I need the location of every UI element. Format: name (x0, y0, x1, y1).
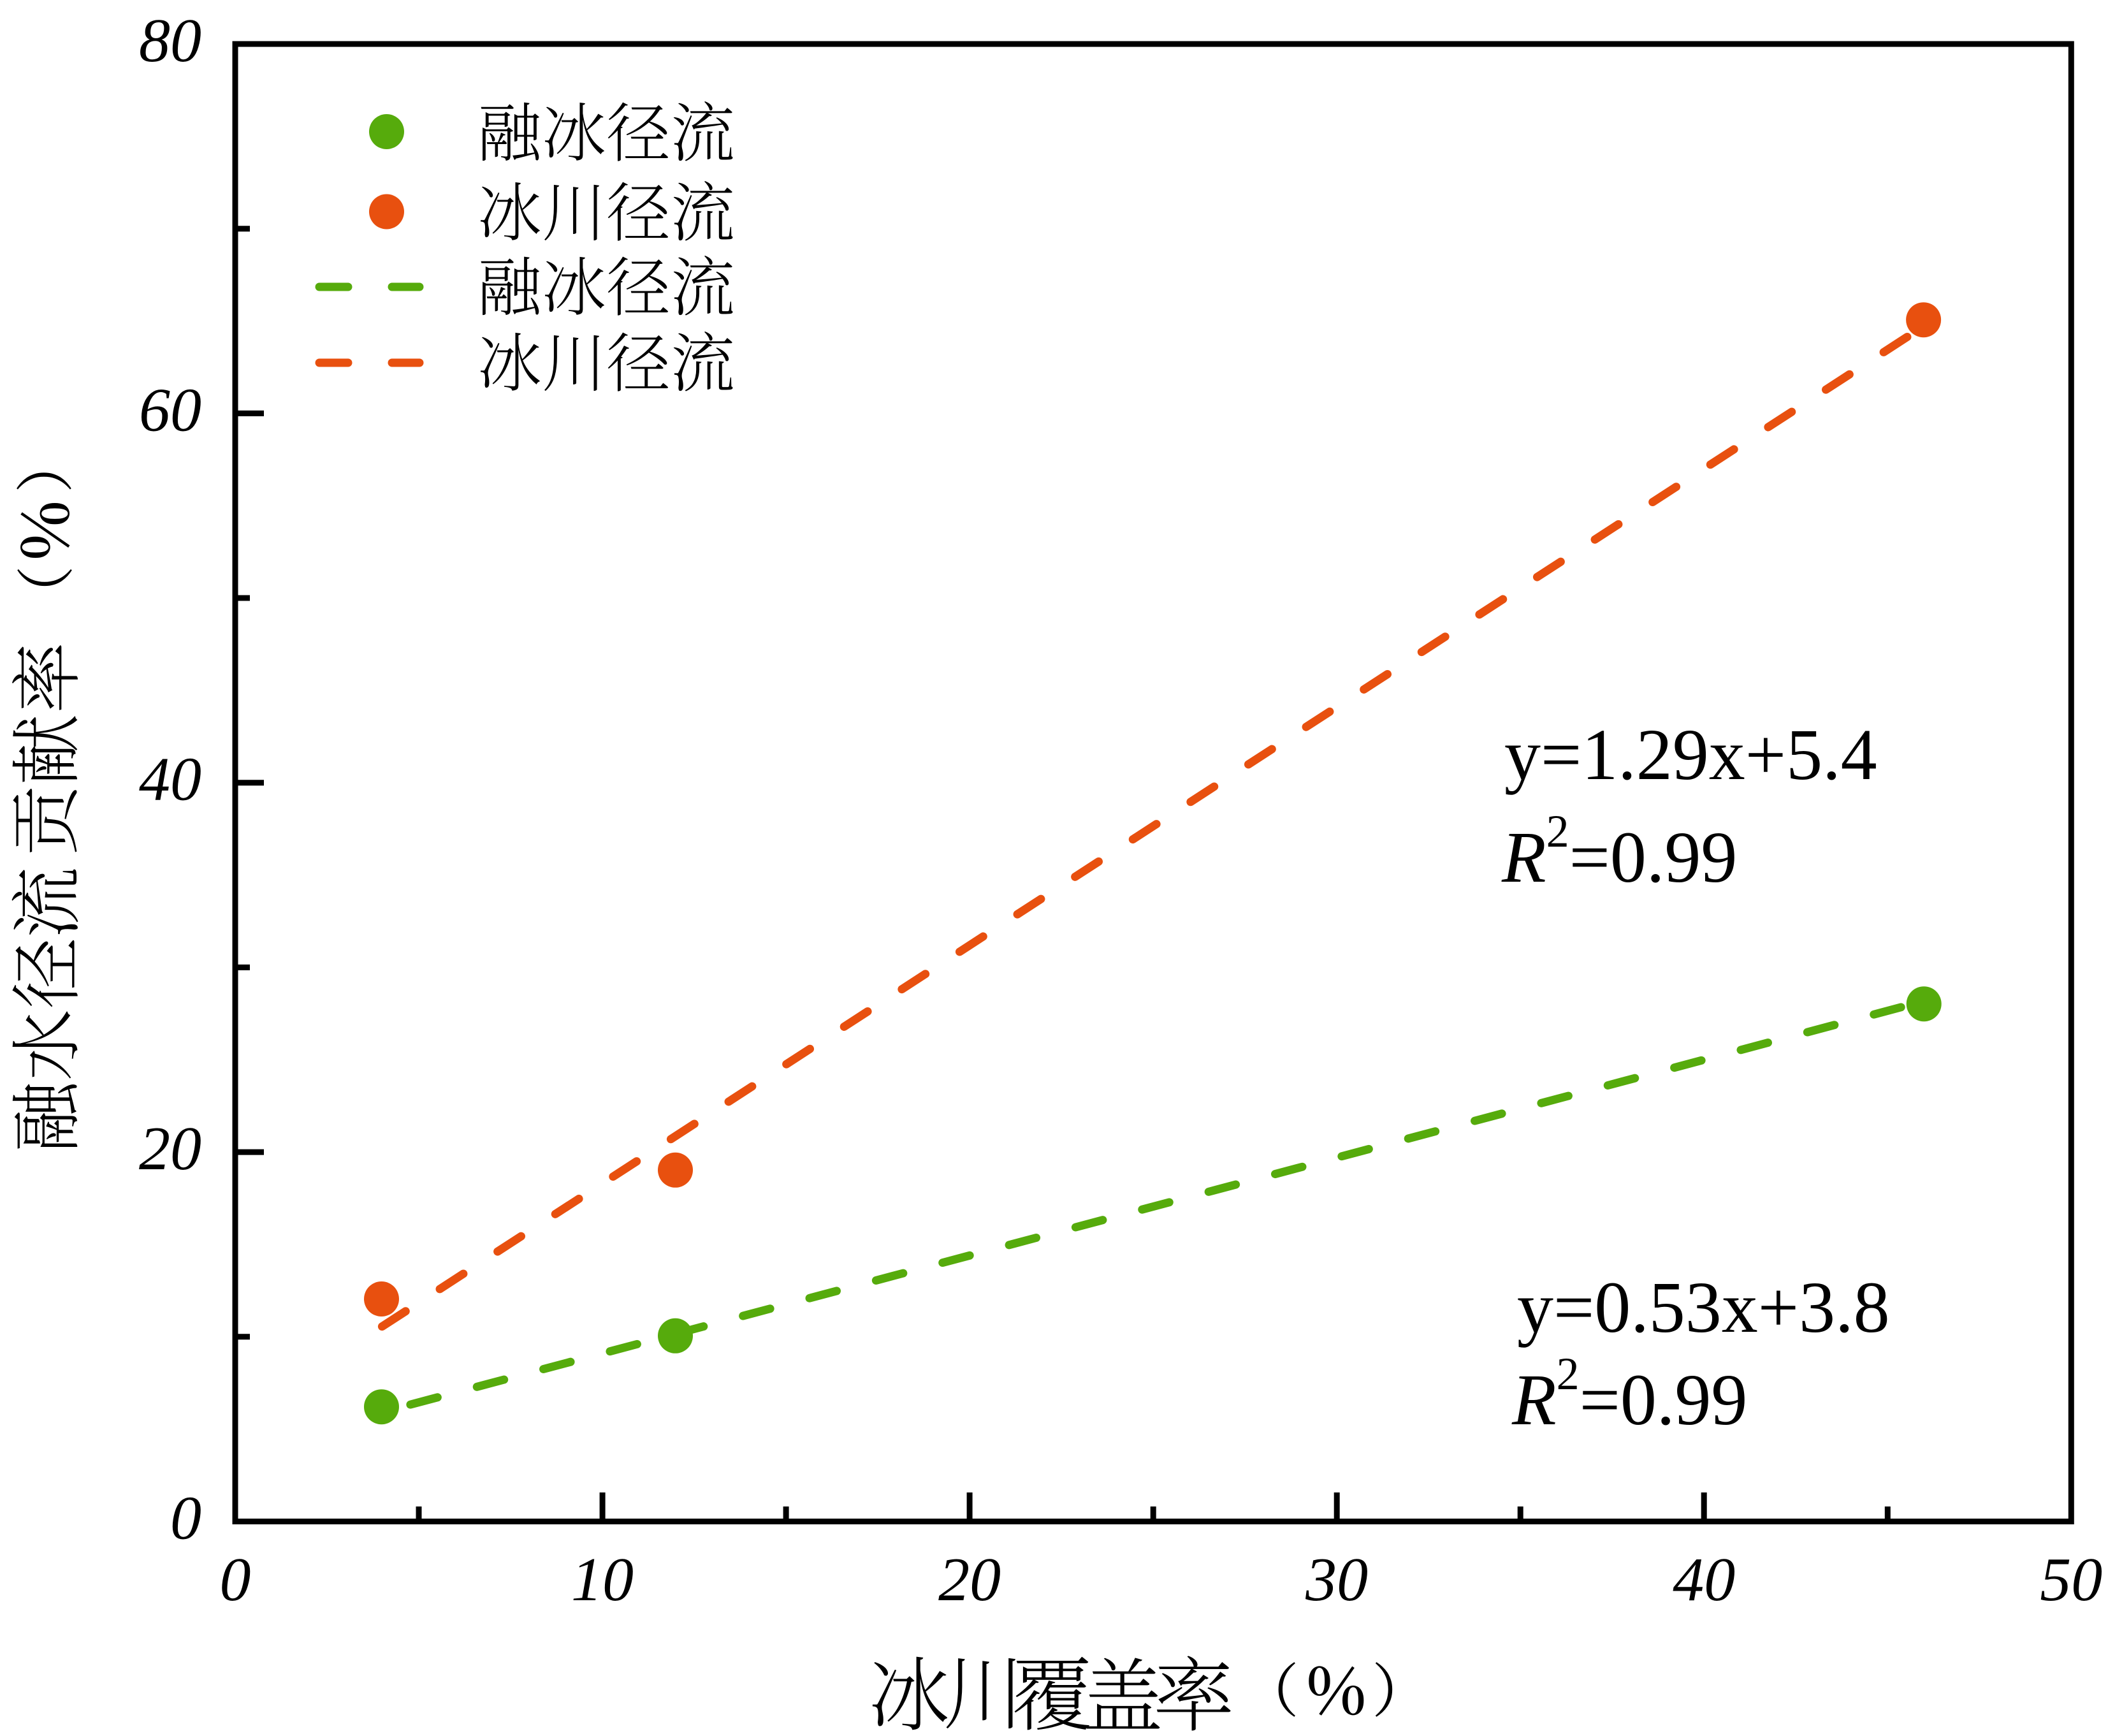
svg-text:30: 30 (1305, 1545, 1368, 1614)
svg-text:20: 20 (938, 1545, 1001, 1614)
svg-text:0: 0 (170, 1484, 201, 1553)
svg-text:40: 40 (1673, 1545, 1735, 1614)
svg-text:20: 20 (139, 1114, 201, 1183)
svg-text:60: 60 (139, 376, 201, 444)
svg-text:y=0.53x+3.8: y=0.53x+3.8 (1517, 1267, 1890, 1348)
svg-text:y=1.29x+5.4: y=1.29x+5.4 (1504, 714, 1877, 795)
svg-text:R2=0.99: R2=0.99 (1511, 1348, 1747, 1440)
svg-text:50: 50 (2040, 1545, 2102, 1614)
svg-text:40: 40 (139, 745, 201, 814)
svg-text:10: 10 (571, 1545, 634, 1614)
svg-text:R2=0.99: R2=0.99 (1501, 806, 1737, 898)
svg-text:80: 80 (139, 6, 201, 75)
svg-text:0: 0 (220, 1545, 251, 1614)
